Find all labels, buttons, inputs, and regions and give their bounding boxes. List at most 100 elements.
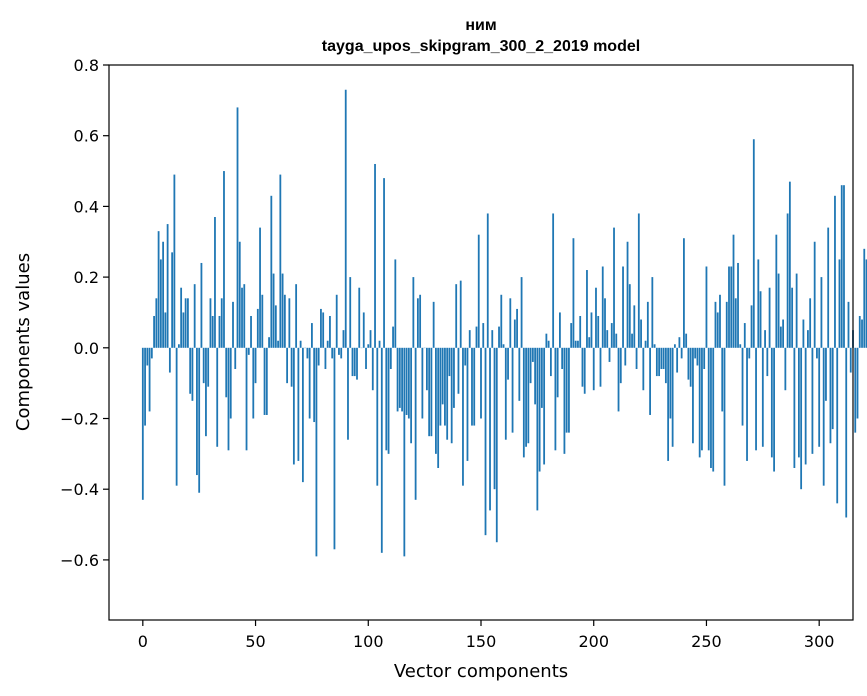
bar xyxy=(168,347,171,373)
bar xyxy=(338,347,340,355)
bar xyxy=(725,301,728,348)
bar xyxy=(444,347,446,426)
bar xyxy=(198,347,201,493)
bar xyxy=(723,347,726,486)
bar xyxy=(516,308,518,348)
bar xyxy=(610,323,613,348)
bar xyxy=(166,224,169,348)
bar xyxy=(662,347,665,370)
bar xyxy=(432,301,435,348)
bar xyxy=(351,347,354,377)
bar xyxy=(459,280,462,348)
bar xyxy=(281,273,284,348)
bar xyxy=(849,347,852,373)
bar xyxy=(779,326,782,348)
bar xyxy=(177,344,180,348)
bar xyxy=(247,347,250,355)
bar xyxy=(367,344,370,348)
bar xyxy=(286,347,289,384)
bar xyxy=(680,347,683,359)
bar xyxy=(701,347,703,451)
bar xyxy=(797,347,800,458)
bar xyxy=(816,347,818,359)
x-tick-label: 200 xyxy=(578,632,609,651)
bar xyxy=(626,241,629,348)
bar xyxy=(642,347,645,391)
bar xyxy=(536,347,539,511)
bar xyxy=(543,347,546,465)
x-tick-label: 250 xyxy=(691,632,722,651)
bar xyxy=(768,287,771,348)
bar xyxy=(225,347,228,398)
bar xyxy=(405,347,408,415)
bar xyxy=(619,347,622,384)
bar xyxy=(635,347,638,370)
bar xyxy=(234,347,237,370)
bar xyxy=(144,347,146,426)
bar xyxy=(624,347,627,366)
bar xyxy=(613,227,615,348)
y-tick-label: 0.0 xyxy=(74,339,99,358)
bar xyxy=(220,298,223,348)
bar xyxy=(858,315,861,348)
bar xyxy=(466,347,469,461)
bar xyxy=(448,347,451,377)
bar xyxy=(369,330,372,348)
bar xyxy=(834,195,836,348)
bar xyxy=(187,298,189,348)
bar xyxy=(676,347,679,373)
bar xyxy=(698,347,701,458)
bar xyxy=(513,319,516,348)
bar xyxy=(631,333,633,348)
bar xyxy=(813,241,816,348)
bar xyxy=(329,315,331,348)
bar xyxy=(865,259,867,348)
bar xyxy=(498,326,500,348)
bar xyxy=(752,139,755,348)
bar xyxy=(238,241,241,348)
bar xyxy=(549,347,552,377)
bar xyxy=(845,347,848,518)
bar xyxy=(157,231,160,348)
bar xyxy=(669,347,672,419)
bar xyxy=(545,333,548,348)
bar xyxy=(150,347,153,359)
bar xyxy=(495,347,498,543)
bar xyxy=(750,305,753,348)
bar xyxy=(716,312,719,348)
bar xyxy=(764,330,766,348)
bar xyxy=(529,347,532,384)
bar xyxy=(153,315,155,348)
bar xyxy=(389,347,392,370)
bar xyxy=(586,270,588,348)
bar xyxy=(822,347,825,486)
bar xyxy=(335,294,338,348)
bar xyxy=(403,347,406,557)
y-tick-label: −0.6 xyxy=(60,551,99,570)
bar xyxy=(493,347,496,490)
x-tick-label: 50 xyxy=(245,632,265,651)
bar xyxy=(511,347,514,433)
bar xyxy=(353,347,356,377)
bar xyxy=(261,294,264,348)
bar xyxy=(836,347,839,504)
bar xyxy=(392,326,394,348)
bar xyxy=(502,344,505,348)
bar xyxy=(574,340,577,348)
bar xyxy=(428,347,431,437)
bar xyxy=(795,273,798,348)
bar xyxy=(655,347,658,377)
bar xyxy=(509,298,512,348)
bar xyxy=(435,347,437,454)
bar xyxy=(173,174,176,348)
bar xyxy=(236,107,239,348)
bar xyxy=(622,266,624,348)
bar xyxy=(401,347,403,412)
bar xyxy=(277,340,279,348)
bar xyxy=(811,347,814,454)
bar xyxy=(425,347,428,391)
bar xyxy=(283,294,286,348)
bar xyxy=(214,217,216,348)
bar xyxy=(489,347,491,511)
